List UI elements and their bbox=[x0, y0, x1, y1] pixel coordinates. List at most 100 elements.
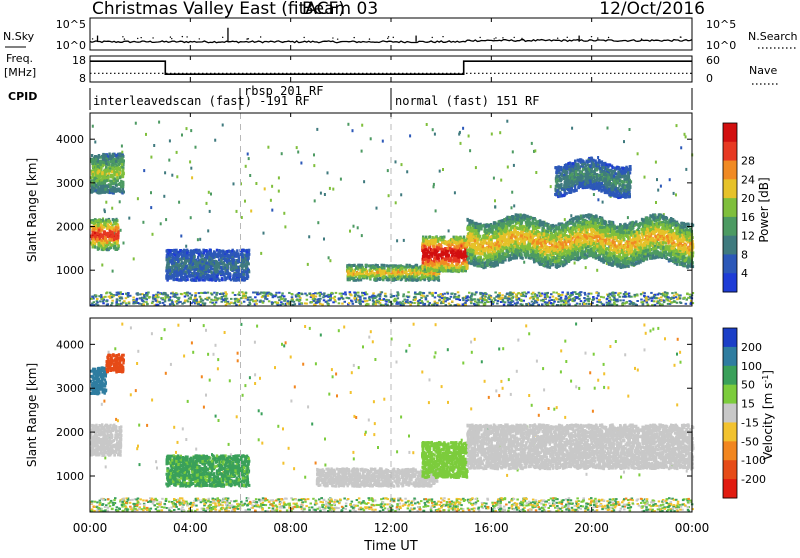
isolated-echo bbox=[101, 264, 103, 267]
isolated-echo bbox=[176, 175, 178, 178]
echo-cell bbox=[447, 257, 449, 260]
ground-scatter-cell bbox=[385, 299, 388, 301]
ground-scatter-cell bbox=[456, 296, 459, 298]
isolated-echo bbox=[249, 174, 251, 177]
ground-scatter-cell bbox=[619, 299, 622, 301]
ground-scatter-cell bbox=[584, 294, 587, 296]
echo-cell bbox=[244, 257, 246, 260]
ground-scatter-cell bbox=[339, 293, 342, 295]
ground-scatter-cell bbox=[207, 292, 210, 294]
ground-scatter-cell bbox=[502, 299, 505, 301]
echo-cell bbox=[193, 279, 195, 282]
ground-scatter-cell bbox=[326, 303, 329, 305]
isolated-echo bbox=[657, 189, 659, 192]
ground-scatter-cell bbox=[678, 295, 681, 297]
noise-search-dot bbox=[140, 37, 141, 38]
isolated-echo bbox=[207, 229, 209, 232]
echo-cell bbox=[94, 234, 96, 237]
isolated-echo bbox=[349, 230, 351, 233]
noise-left-tick-top: 10^5 bbox=[56, 18, 86, 31]
noise-search-dot bbox=[222, 37, 223, 38]
echo-cell bbox=[190, 266, 192, 269]
ground-scatter-cell bbox=[609, 303, 612, 305]
ground-scatter-cell bbox=[473, 298, 476, 300]
ground-scatter-cell bbox=[532, 298, 535, 300]
echo-cell bbox=[213, 250, 215, 253]
echo-cell bbox=[97, 165, 99, 168]
echo-cell bbox=[434, 242, 436, 245]
echo-cell bbox=[236, 269, 238, 272]
ground-scatter-cell bbox=[139, 297, 142, 299]
isolated-echo bbox=[169, 139, 171, 142]
isolated-echo bbox=[511, 206, 513, 209]
isolated-echo bbox=[328, 256, 330, 259]
ground-scatter-cell bbox=[409, 304, 412, 306]
ground-scatter-cell bbox=[193, 300, 196, 302]
ground-scatter-cell bbox=[281, 292, 284, 294]
ground-scatter-cell bbox=[264, 298, 267, 300]
echo-cell bbox=[422, 240, 424, 243]
echo-cell bbox=[241, 263, 243, 266]
ground-scatter-cell bbox=[338, 302, 341, 304]
echo-cell bbox=[94, 246, 96, 249]
isolated-echo bbox=[426, 123, 428, 126]
echo-cell bbox=[229, 262, 231, 265]
ground-scatter-cell bbox=[598, 301, 601, 303]
ground-scatter-cell bbox=[549, 297, 552, 299]
echo-cell bbox=[117, 236, 119, 239]
ground-scatter-cell bbox=[157, 292, 160, 294]
echo-cell bbox=[91, 162, 93, 165]
echo-cell bbox=[106, 169, 108, 172]
ground-scatter-cell bbox=[146, 303, 149, 305]
echo-cell bbox=[123, 191, 125, 194]
isolated-echo bbox=[105, 201, 107, 204]
ground-scatter-cell bbox=[447, 293, 450, 295]
ground-scatter-cell bbox=[294, 303, 297, 305]
ground-scatter-cell bbox=[628, 295, 631, 297]
ground-scatter-cell bbox=[353, 297, 356, 299]
ground-scatter-cell bbox=[443, 293, 446, 295]
echo-cell bbox=[437, 248, 439, 251]
echo-cell bbox=[432, 245, 434, 248]
echo-cell bbox=[379, 277, 381, 280]
echo-cell bbox=[388, 272, 390, 275]
ground-scatter-cell bbox=[351, 301, 354, 303]
ground-scatter-cell bbox=[523, 300, 526, 302]
echo-cell bbox=[423, 245, 425, 248]
ground-scatter-cell bbox=[434, 296, 437, 298]
ground-scatter-cell bbox=[280, 296, 283, 298]
echo-cell bbox=[214, 268, 216, 271]
echo-cell bbox=[102, 158, 104, 161]
ground-scatter-cell bbox=[329, 299, 332, 301]
echo-cell bbox=[115, 160, 117, 163]
ground-scatter-cell bbox=[504, 301, 507, 303]
echo-cell bbox=[437, 240, 439, 243]
noise-search-dot bbox=[557, 38, 558, 39]
echo-cell bbox=[224, 259, 226, 262]
ground-scatter-cell bbox=[414, 299, 417, 301]
echo-cell bbox=[406, 278, 408, 281]
isolated-echo bbox=[323, 238, 325, 241]
ground-scatter-cell bbox=[298, 303, 301, 305]
isolated-echo bbox=[673, 192, 675, 195]
echo-cell bbox=[201, 254, 203, 257]
ground-scatter-cell bbox=[121, 298, 124, 300]
ground-scatter-cell bbox=[613, 302, 616, 304]
ground-scatter-cell bbox=[426, 295, 429, 297]
ground-scatter-cell bbox=[213, 292, 216, 294]
ground-scatter-cell bbox=[560, 304, 563, 306]
ground-scatter-cell bbox=[277, 296, 280, 298]
ground-scatter-cell bbox=[174, 296, 177, 298]
echo-cell bbox=[405, 268, 407, 271]
ground-scatter-cell bbox=[482, 293, 485, 295]
ground-scatter-cell bbox=[686, 298, 689, 300]
ground-scatter-cell bbox=[621, 303, 624, 305]
ground-scatter-cell bbox=[640, 301, 643, 303]
echo-cell bbox=[106, 248, 108, 251]
isolated-echo bbox=[133, 257, 135, 260]
isolated-echo bbox=[300, 162, 302, 165]
ground-scatter-cell bbox=[125, 302, 128, 304]
ground-scatter-cell bbox=[404, 299, 407, 301]
ground-scatter-cell bbox=[561, 294, 564, 296]
ground-scatter-cell bbox=[342, 298, 345, 300]
